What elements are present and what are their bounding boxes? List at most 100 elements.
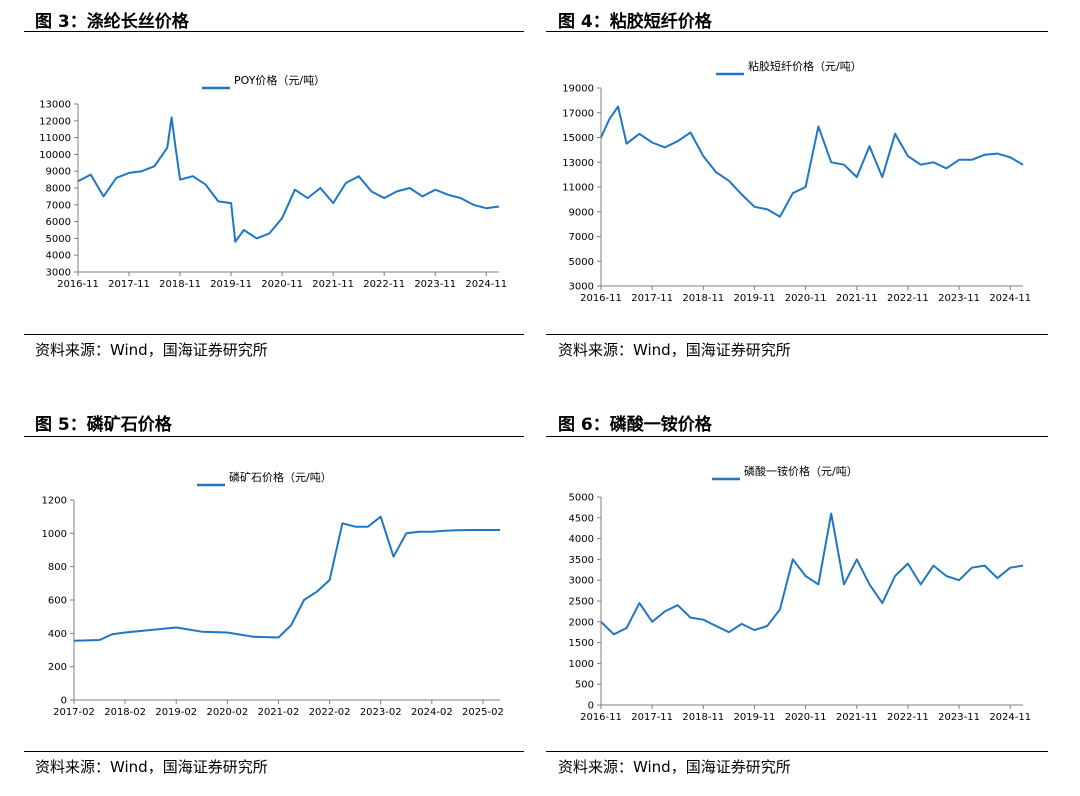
x-tick-label: 2017-11 [631,293,673,304]
x-tick-label: 2022-11 [363,279,405,290]
panel-title: 图 5：磷矿石价格 [35,415,172,435]
x-tick-label: 2020-11 [785,293,827,304]
x-tick-label: 2021-02 [258,707,300,718]
legend-label: 磷矿石价格（元/吨） [229,470,332,484]
y-tick-label: 0 [61,696,67,707]
title-rule [24,436,524,437]
y-tick-label: 12000 [39,116,71,127]
chart-poy: POY价格（元/吨） 13000 12000 11000 10000 9000 8000 7… [39,73,507,290]
x-tick-label: 2021-11 [836,293,878,304]
x-tick-label: 2020-02 [206,707,248,718]
y-tick-label: 1500 [569,638,594,649]
x-tick-label: 2017-02 [53,707,95,718]
y-tick-label: 11000 [562,183,594,194]
x-tick-label: 2019-11 [734,712,776,723]
y-tick-label: 600 [48,596,67,607]
panel-title: 图 4：粘胶短纤价格 [558,12,712,32]
legend-label: POY价格（元/吨） [234,73,325,87]
x-tick-label: 2023-11 [938,293,980,304]
x-tick-label: 2019-11 [734,293,776,304]
y-tick-label: 1200 [42,496,67,507]
x-tick-label: 2022-11 [887,293,929,304]
x-tick-label: 2023-11 [414,279,456,290]
title-rule [24,31,524,32]
y-tick-label: 3500 [569,555,594,566]
x-tick-label: 2020-11 [785,712,827,723]
y-tick-label: 10000 [39,150,71,161]
panel-title: 图 6：磷酸一铵价格 [558,415,712,435]
x-tick-label: 2022-02 [309,707,351,718]
y-tick-label: 13000 [562,158,594,169]
source-note: 资料来源：Wind，国海证券研究所 [35,341,268,359]
x-tick-label: 2016-11 [57,279,99,290]
title-rule [546,436,1048,437]
x-tick-label: 2022-11 [887,712,929,723]
x-tick-label: 2016-11 [580,712,622,723]
y-tick-label: 8000 [46,184,71,195]
x-tick-label: 2018-11 [159,279,201,290]
y-tick-label: 17000 [562,108,594,119]
y-tick-label: 1000 [569,659,594,670]
y-tick-label: 3000 [569,282,594,293]
title-rule [546,31,1048,32]
y-tick-label: 19000 [562,84,594,95]
y-tick-label: 4000 [569,534,594,545]
legend-label: 磷酸一铵价格（元/吨） [744,464,858,478]
y-tick-label: 3000 [569,576,594,587]
x-tick-label: 2024-11 [989,293,1031,304]
series-line [600,512,1024,636]
y-tick-label: 15000 [562,133,594,144]
x-tick-label: 2025-02 [462,707,504,718]
x-tick-label: 2016-11 [580,293,622,304]
x-tick-label: 2024-11 [989,712,1031,723]
series-line [77,116,500,243]
y-tick-label: 200 [48,662,67,673]
y-tick-label: 4500 [569,513,594,524]
y-tick-label: 6000 [46,217,71,228]
source-note: 资料来源：Wind，国海证券研究所 [558,341,791,359]
x-tick-label: 2019-11 [210,279,252,290]
chart-map: 磷酸一铵价格（元/吨） 5000 4500 4000 3500 3000 2500 2000… [569,464,1032,723]
x-tick-label: 2018-02 [104,707,146,718]
x-tick-label: 2019-02 [155,707,197,718]
panel-title: 图 3：涤纶长丝价格 [35,12,189,32]
x-tick-label: 2018-11 [682,293,724,304]
y-tick-label: 7000 [46,200,71,211]
y-tick-label: 5000 [569,493,594,504]
source-rule [546,751,1048,752]
series-line [600,105,1024,218]
y-tick-label: 3000 [46,268,71,279]
y-tick-label: 0 [588,701,594,712]
y-tick-label: 400 [48,629,67,640]
y-tick-label: 13000 [39,100,71,111]
x-tick-label: 2024-02 [411,707,453,718]
y-tick-label: 800 [48,562,67,573]
y-tick-label: 1000 [42,529,67,540]
y-tick-label: 2500 [569,597,594,608]
source-rule [24,751,524,752]
x-tick-label: 2023-11 [938,712,980,723]
y-tick-label: 9000 [569,207,594,218]
y-tick-label: 5000 [569,257,594,268]
x-tick-label: 2023-02 [360,707,402,718]
legend-label: 粘胶短纤价格（元/吨） [748,59,862,73]
y-tick-label: 7000 [569,232,594,243]
source-rule [24,334,524,335]
y-tick-label: 9000 [46,167,71,178]
x-tick-label: 2021-11 [312,279,354,290]
series-line [73,515,500,642]
y-tick-label: 11000 [39,133,71,144]
x-tick-label: 2024-11 [465,279,507,290]
x-tick-label: 2021-11 [836,712,878,723]
x-tick-label: 2020-11 [261,279,303,290]
y-tick-label: 2000 [569,617,594,628]
source-note: 资料来源：Wind，国海证券研究所 [558,758,791,776]
x-tick-label: 2017-11 [631,712,673,723]
source-rule [546,334,1048,335]
chart-viscose: 粘胶短纤价格（元/吨） 19000 17000 15000 13000 11000 900… [562,59,1031,304]
x-tick-label: 2017-11 [108,279,150,290]
y-tick-label: 5000 [46,234,71,245]
y-tick-label: 4000 [46,251,71,262]
x-tick-label: 2018-11 [682,712,724,723]
